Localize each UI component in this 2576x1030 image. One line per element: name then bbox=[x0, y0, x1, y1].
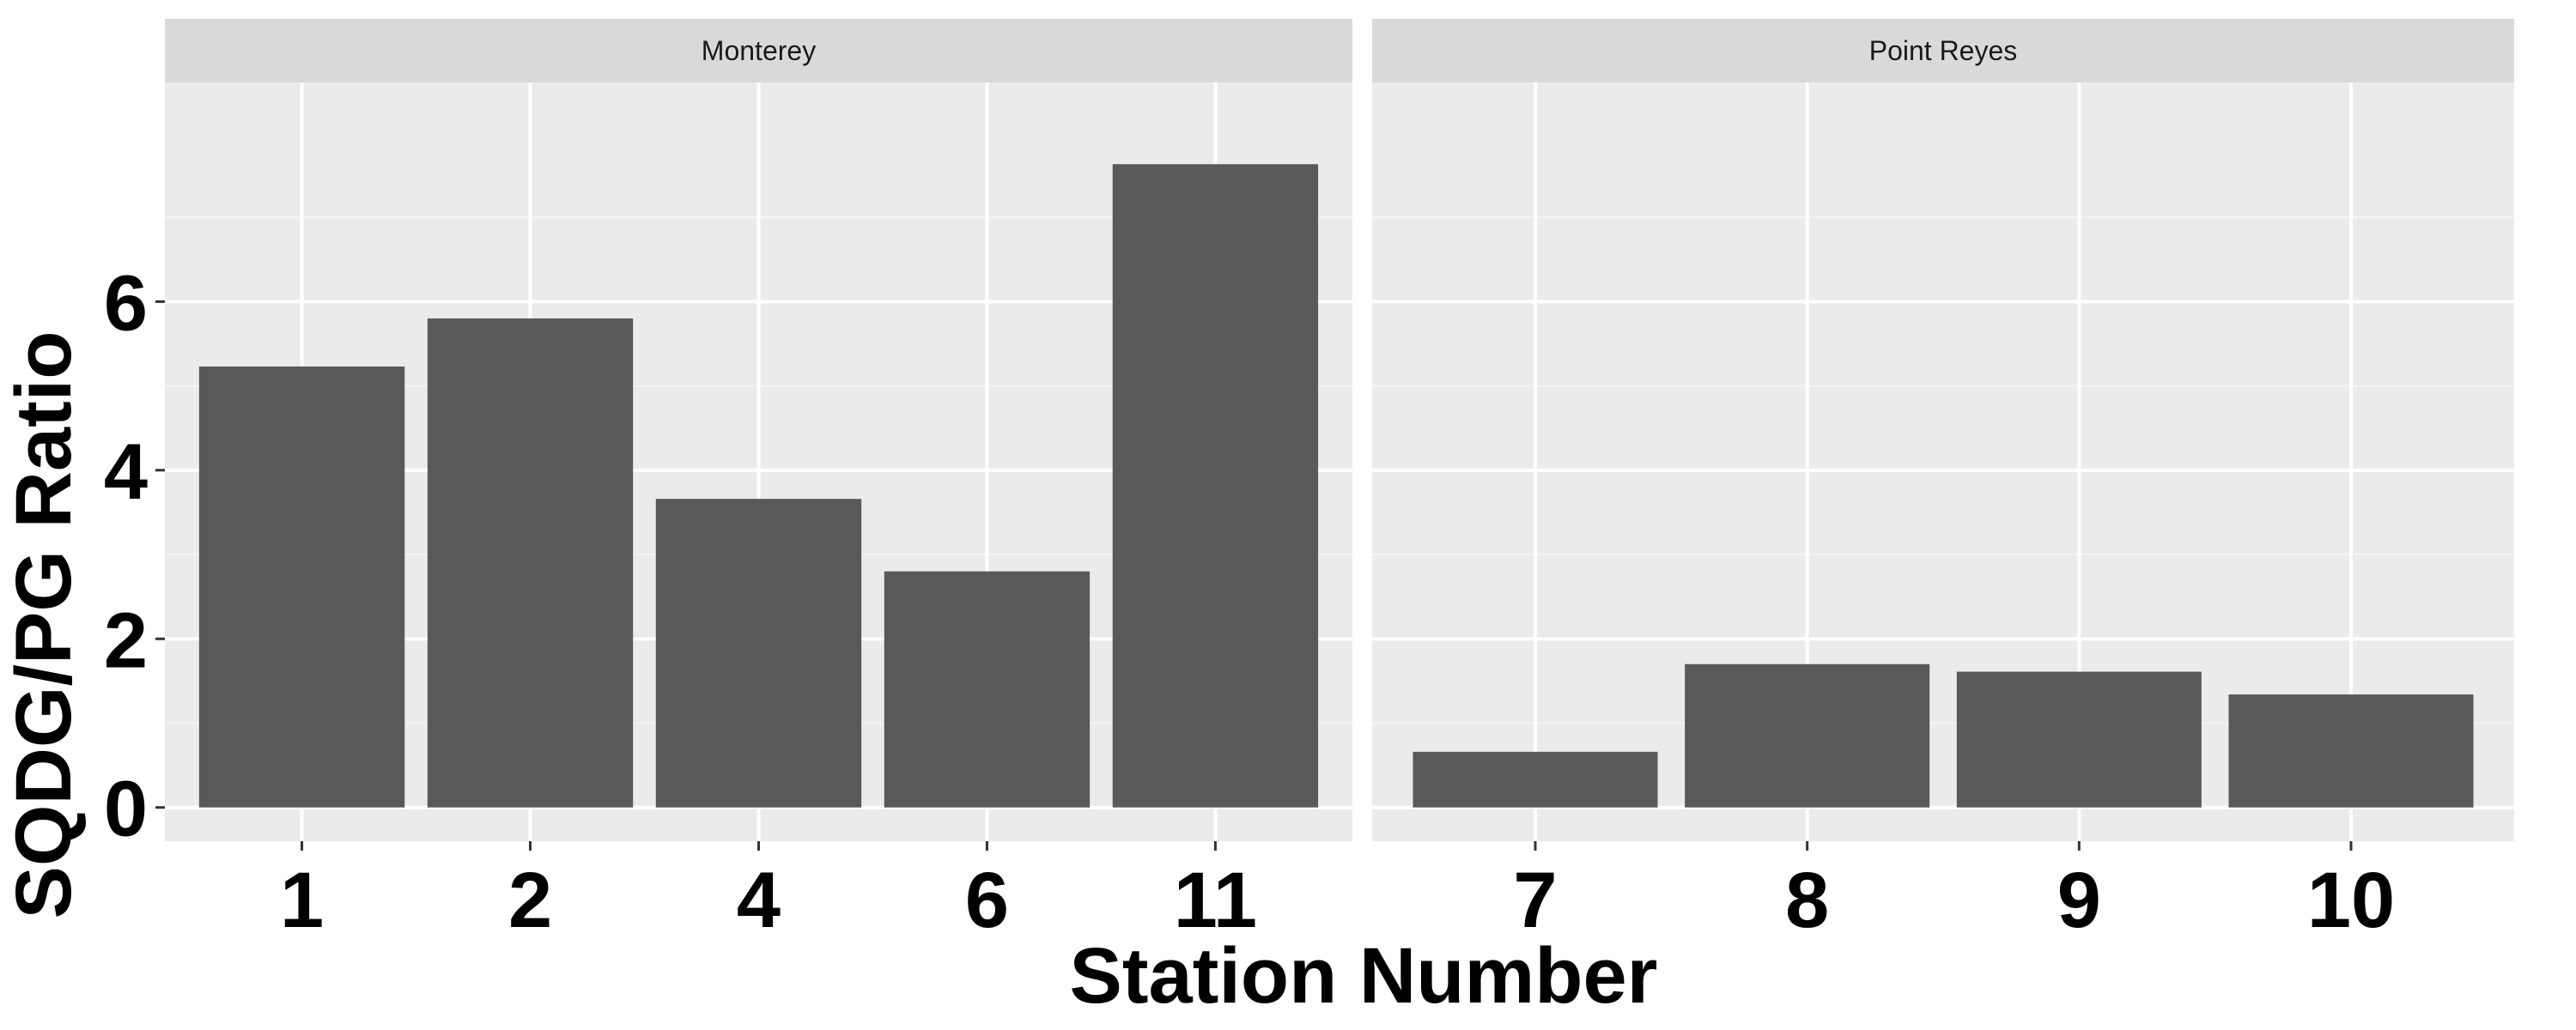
y-axis-title: SQDG/PG Ratio bbox=[0, 331, 88, 919]
x-tick-label: 6 bbox=[965, 857, 1009, 944]
bar-station-1 bbox=[198, 367, 405, 808]
facet-strip bbox=[165, 19, 1352, 82]
x-tick-label: 10 bbox=[2307, 857, 2395, 944]
bar-station-10 bbox=[2228, 694, 2474, 808]
x-tick-label: 2 bbox=[508, 857, 552, 944]
x-axis-title: Station Number bbox=[1070, 932, 1658, 1020]
bar-station-6 bbox=[884, 571, 1091, 808]
bar-station-7 bbox=[1413, 751, 1658, 808]
y-tick-label: 4 bbox=[104, 428, 148, 516]
bar-station-4 bbox=[655, 499, 862, 808]
x-tick-label: 8 bbox=[1785, 857, 1829, 944]
x-tick-label: 1 bbox=[280, 857, 324, 944]
x-tick-label: 11 bbox=[1174, 857, 1257, 944]
y-tick-label: 0 bbox=[104, 766, 148, 853]
y-tick-label: 6 bbox=[104, 259, 148, 347]
bar-station-9 bbox=[1956, 671, 2202, 808]
axes-layer: 0 2 4 6 1 2 4 6 11 7 8 9 10 bbox=[104, 259, 2395, 944]
bar-station-11 bbox=[1112, 164, 1319, 808]
facet-strip bbox=[1372, 19, 2514, 82]
y-tick-label: 2 bbox=[104, 597, 148, 684]
x-tick-label: 7 bbox=[1513, 857, 1557, 944]
panels-layer: Monterey Point Reyes bbox=[165, 19, 2514, 841]
facet-strip-label: Monterey bbox=[702, 35, 816, 66]
bar-station-2 bbox=[427, 318, 634, 808]
facet-panel: Monterey bbox=[165, 19, 1352, 841]
facet-panel: Point Reyes bbox=[1372, 19, 2514, 841]
facet-strip-label: Point Reyes bbox=[1869, 35, 2018, 66]
bar-station-8 bbox=[1685, 663, 1930, 808]
x-tick-label: 9 bbox=[2057, 857, 2101, 944]
x-tick-label: 4 bbox=[737, 857, 781, 944]
